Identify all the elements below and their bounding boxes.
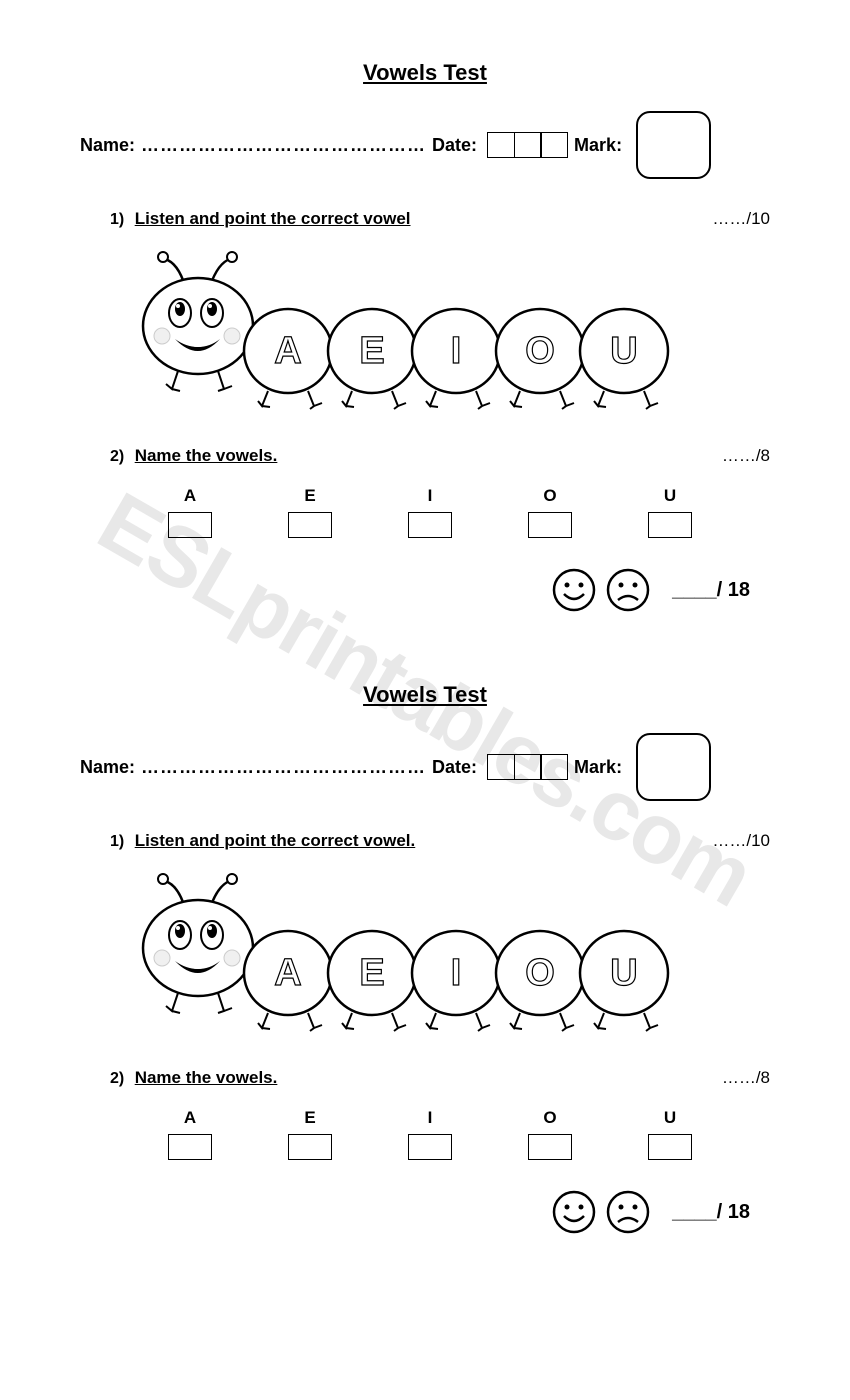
answer-box[interactable] [168, 512, 212, 538]
vowel-label: U [645, 1108, 695, 1128]
q1-number: 1) [110, 833, 124, 850]
q2-number: 2) [110, 1070, 124, 1087]
date-label: Date: [432, 757, 477, 778]
sad-face-icon [606, 1190, 650, 1234]
q2-score: ……/8 [722, 1068, 770, 1088]
caterpillar-segment: O [496, 309, 584, 409]
caterpillar-segment: E [328, 309, 416, 409]
vowel-label: O [525, 486, 575, 506]
total-row: ____/ 18 [80, 568, 770, 612]
answer-boxes [80, 1134, 770, 1190]
total-score: ____/ 18 [672, 579, 750, 602]
vowel-label: U [645, 486, 695, 506]
answer-boxes [80, 512, 770, 568]
worksheet-1: Vowels Test Name: ……………………………………… Date: … [80, 60, 770, 612]
vowel-label: A [165, 486, 215, 506]
answer-box[interactable] [648, 1134, 692, 1160]
mark-box[interactable] [636, 733, 711, 801]
caterpillar-segment: A [244, 309, 332, 409]
total-row: ____/ 18 [80, 1190, 770, 1234]
date-boxes [487, 132, 568, 158]
segment-letter: U [610, 952, 637, 994]
date-box[interactable] [514, 754, 542, 780]
vowel-label: I [405, 1108, 455, 1128]
vowel-label: E [285, 486, 335, 506]
segment-letter: O [525, 330, 555, 372]
segment-letter: A [274, 330, 301, 372]
q1-number: 1) [110, 211, 124, 228]
name-dots: ……………………………………… [141, 757, 426, 778]
page-title: Vowels Test [80, 682, 770, 708]
q1-score: ……/10 [712, 209, 770, 229]
mark-label: Mark: [574, 757, 622, 778]
segment-letter: I [451, 952, 462, 994]
vowel-label: I [405, 486, 455, 506]
q2-text: Name the vowels. [135, 446, 278, 465]
question-2-row: 2) Name the vowels. ……/8 [80, 446, 770, 466]
date-box[interactable] [487, 132, 515, 158]
date-box[interactable] [540, 132, 568, 158]
happy-face-icon [552, 568, 596, 612]
segment-letter: E [359, 952, 384, 994]
sad-face-icon [606, 568, 650, 612]
segment-letter: E [359, 330, 384, 372]
answer-box[interactable] [648, 512, 692, 538]
date-box[interactable] [514, 132, 542, 158]
vowel-label: A [165, 1108, 215, 1128]
page-title: Vowels Test [80, 60, 770, 86]
worksheet-2: Vowels Test Name: ……………………………………… Date: … [80, 682, 770, 1234]
name-label: Name: [80, 757, 135, 778]
answer-box[interactable] [408, 512, 452, 538]
vowel-labels: A E I O U [80, 1100, 770, 1134]
date-boxes [487, 754, 568, 780]
mark-box[interactable] [636, 111, 711, 179]
header-row: Name: ……………………………………… Date: Mark: [80, 733, 770, 801]
date-box[interactable] [487, 754, 515, 780]
q1-score: ……/10 [712, 831, 770, 851]
q2-score: ……/8 [722, 446, 770, 466]
vowel-label: E [285, 1108, 335, 1128]
total-score: ____/ 18 [672, 1201, 750, 1224]
answer-box[interactable] [168, 1134, 212, 1160]
segment-letter: U [610, 330, 637, 372]
q1-text: Listen and point the correct vowel [135, 209, 411, 228]
caterpillar-segment: I [412, 309, 500, 409]
question-2-row: 2) Name the vowels. ……/8 [80, 1068, 770, 1088]
q2-number: 2) [110, 448, 124, 465]
answer-box[interactable] [288, 1134, 332, 1160]
answer-box[interactable] [528, 1134, 572, 1160]
caterpillar-image: A E I O [80, 241, 770, 446]
segment-letter: I [451, 330, 462, 372]
name-label: Name: [80, 135, 135, 156]
date-box[interactable] [540, 754, 568, 780]
caterpillar-image: A E I O U [80, 863, 770, 1068]
answer-box[interactable] [408, 1134, 452, 1160]
answer-box[interactable] [288, 512, 332, 538]
date-label: Date: [432, 135, 477, 156]
q1-text: Listen and point the correct vowel. [135, 831, 416, 850]
q2-text: Name the vowels. [135, 1068, 278, 1087]
vowel-label: O [525, 1108, 575, 1128]
vowel-labels: A E I O U [80, 478, 770, 512]
segment-letter: O [525, 952, 555, 994]
mark-label: Mark: [574, 135, 622, 156]
caterpillar-segment: U [580, 309, 668, 409]
header-row: Name: ……………………………………… Date: Mark: [80, 111, 770, 179]
happy-face-icon [552, 1190, 596, 1234]
question-1-row: 1) Listen and point the correct vowel. …… [80, 831, 770, 851]
segment-letter: A [274, 952, 301, 994]
answer-box[interactable] [528, 512, 572, 538]
name-dots: ……………………………………… [141, 135, 426, 156]
question-1-row: 1) Listen and point the correct vowel ……… [80, 209, 770, 229]
